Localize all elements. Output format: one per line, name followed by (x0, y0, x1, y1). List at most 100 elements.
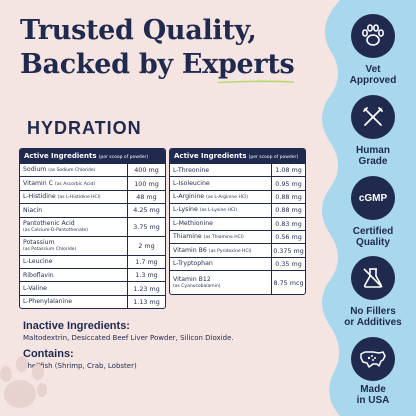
badge-label-line: or Additives (344, 317, 402, 328)
table-row: L-Lysine (as L-Lysine HCl) 0.88 mg (170, 203, 305, 217)
no-fillers-badge (351, 256, 395, 300)
table-row: L-Histidine (as L-Histidine HCl) 48 mg (20, 189, 165, 204)
ingredients-table-left: Active Ingredients (per scoop of powder)… (19, 148, 166, 310)
section-title: HYDRATION (27, 118, 142, 138)
badge-label-line: Made (360, 384, 386, 395)
ingredient-name: L-Tryptophan (173, 260, 213, 268)
ingredient-value: 48 mg (127, 190, 165, 204)
table-row: L-Valine 1.23 mg (20, 281, 165, 295)
ingredient-sub: (as L-Histidine HCl) (57, 194, 101, 200)
table-header: Active Ingredients (per scoop of powder) (20, 149, 165, 163)
headline-line-2: Backed by Experts (20, 49, 295, 80)
cgmp-text: cGMP (358, 192, 388, 204)
headline: Trusted Quality, Backed by Experts (20, 14, 320, 82)
table-row: Vitamin C (as Ascorbic Acid) 100 mg (20, 176, 165, 190)
inactive-ingredients: Inactive Ingredients: Maltodextrin, Desi… (23, 320, 313, 342)
table-row: L-Methionine 0.83 mg (170, 216, 305, 230)
table-row: L-Isoleucine 0.95 mg (170, 176, 305, 190)
table-row: L-Leucine 1.7 mg (20, 254, 165, 268)
ingredient-sub: (as L-Arginine HCl) (206, 194, 248, 200)
ingredient-name: Pantothenic Acid (23, 219, 75, 227)
table-row: Sodium (as Sodium Chloride) 400 mg (20, 163, 165, 177)
ingredient-name: Vitamin C (23, 179, 53, 187)
ingredient-name: L-Phenylalanine (23, 298, 73, 306)
table-row: L-Threonine 1.08 mg (170, 163, 305, 177)
ingredient-value: 1.08 mg (271, 164, 305, 177)
badge-label-line: Vet (365, 64, 381, 75)
ingredient-value: 8.75 mcg (271, 271, 305, 295)
table-row: Niacin 4.25 mg (20, 203, 165, 217)
ingredient-sub: (as Cyanocobalamin) (173, 283, 221, 289)
badge-label-line: Approved (349, 75, 397, 86)
ingredient-value: 400 mg (127, 164, 165, 177)
ingredient-value: 0.95 mg (271, 177, 305, 190)
ingredient-value: 1.13 mg (127, 295, 165, 309)
vet-approved-badge (351, 14, 395, 58)
ingredient-value: 0.88 mg (271, 190, 305, 204)
table-row: Riboflavin 1.3 mg (20, 267, 165, 282)
ingredient-name: L-Valine (23, 285, 47, 293)
ingredient-value: 0.35 mg (271, 257, 305, 271)
ingredient-sub: (as Thiamine HCl) (203, 235, 244, 241)
ingredient-name: L-Leucine (23, 258, 53, 266)
ingredient-value: 1.3 mg (127, 268, 165, 282)
ingredient-name: Niacin (23, 206, 43, 214)
ingredient-name: L-Methionine (173, 220, 213, 228)
ingredients-table-right: Active Ingredients (per scoop of powder)… (169, 148, 306, 296)
ingredient-sub: (as Calcium-D-Pantothenate) (23, 227, 89, 233)
ingredient-name: L-Threonine (173, 166, 210, 174)
contains-text: Shellfish (Shrimp, Crab, Lobster) (23, 362, 137, 370)
ingredient-value: 0.375 mg (271, 244, 305, 257)
table-row: Vitamin B6 (as Pyridoxine HCl) 0.375 mg (170, 243, 305, 257)
badge-label-line: Grade (358, 156, 388, 167)
ingredient-name: Potassium (23, 238, 55, 246)
inactive-heading: Inactive Ingredients: (23, 320, 130, 332)
paw-print-icon (0, 356, 47, 408)
ingredient-name: Sodium (23, 166, 47, 174)
certified-quality-label: Certified Quality (330, 226, 416, 248)
paw-icon (361, 24, 384, 46)
table-header: Active Ingredients (per scoop of powder) (170, 149, 305, 163)
ingredient-name: L-Lysine (173, 206, 198, 214)
badge-label-line: No Fillers (350, 306, 396, 317)
no-fillers-label: No Fillers or Additives (330, 306, 416, 328)
headline-underline (217, 80, 295, 84)
flask-icon (363, 268, 383, 288)
ingredient-value: 1.23 mg (127, 282, 165, 295)
table-row: Vitamin B12 (as Cyanocobalamin) 8.75 mcg (170, 270, 305, 295)
table-header-sub: (per scoop of powder) (248, 155, 299, 160)
table-header-title: Active Ingredients (24, 152, 97, 160)
usa-map-icon (360, 351, 386, 368)
human-grade-badge (351, 95, 395, 139)
ingredient-sub: (as Pyridoxine HCl) (208, 248, 252, 254)
badge-label-line: Quality (356, 237, 390, 248)
ingredient-value: 0.88 mg (271, 204, 305, 217)
ingredient-name: Riboflavin (23, 271, 54, 279)
ingredient-sub: (as L-Lysine HCl) (199, 208, 238, 214)
table-row: Thiamine (as Thiamine HCl) 0.56 mg (170, 229, 305, 244)
headline-line-1: Trusted Quality, (20, 15, 257, 46)
ingredient-value: 100 mg (127, 177, 165, 190)
ingredient-value: 2 mg (127, 236, 165, 255)
badge-label-line: Human (356, 145, 390, 156)
ingredient-value: 3.75 mg (127, 217, 165, 236)
made-in-usa-label: Made in USA (330, 384, 416, 406)
human-grade-label: Human Grade (330, 145, 416, 167)
ingredient-name: Thiamine (173, 233, 202, 241)
table-header-sub: (per scoop of powder) (98, 155, 149, 160)
ingredient-name: Vitamin B12 (173, 275, 211, 283)
ingredient-sub: (as Ascorbic Acid) (54, 181, 96, 187)
ingredient-sub: (as Potassium Chloride) (23, 246, 77, 252)
ingredient-value: 0.56 mg (271, 230, 305, 244)
table-row: Pantothenic Acid (as Calcium-D-Pantothena… (20, 216, 165, 236)
ingredient-value: 1.7 mg (127, 255, 165, 268)
fork-knife-icon (363, 107, 383, 126)
made-in-usa-badge (351, 337, 395, 381)
vet-approved-label: Vet Approved (330, 64, 416, 86)
ingredient-sub: (as Sodium Chloride) (48, 168, 96, 174)
cgmp-badge: cGMP (351, 176, 395, 220)
table-row: L-Phenylalanine 1.13 mg (20, 294, 165, 309)
badge-label-line: Certified (352, 226, 394, 237)
contains-heading: Contains: (23, 348, 74, 360)
table-header-title: Active Ingredients (174, 152, 247, 160)
